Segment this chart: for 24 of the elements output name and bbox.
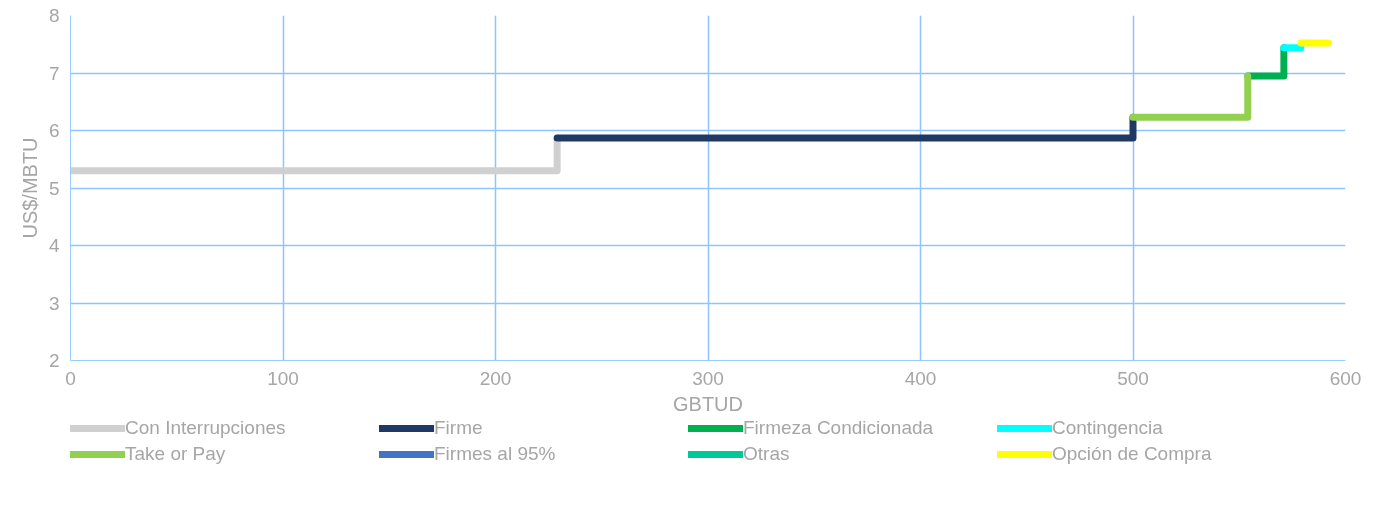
- legend-label: Take or Pay: [125, 443, 227, 465]
- legend-label: Otras: [743, 443, 791, 465]
- y-tick-label: 2: [48, 350, 60, 371]
- legend-label: Firme: [434, 417, 484, 439]
- y-tick-label: 3: [48, 292, 60, 314]
- y-tick-label: 8: [48, 5, 60, 26]
- x-tick-label: 600: [1329, 367, 1362, 389]
- y-tick-label: 5: [48, 177, 60, 199]
- x-axis-title: GBTUD: [673, 392, 743, 415]
- legend-label: Contingencia: [1052, 417, 1164, 439]
- x-tick-label: 200: [479, 367, 512, 389]
- x-tick-label: 400: [904, 367, 937, 389]
- y-tick-label: 7: [48, 62, 60, 84]
- x-tick-label: 500: [1117, 367, 1149, 389]
- y-axis-title: US$/MBTU: [18, 137, 41, 239]
- legend-label: Firmeza Condicionada: [743, 417, 935, 439]
- y-tick-label: 4: [48, 235, 60, 256]
- legend-label: Con Interrupciones: [125, 417, 287, 439]
- legend-label: Opción de Compra: [1052, 443, 1213, 465]
- y-tick-label: 6: [48, 120, 60, 141]
- x-tick-label: 0: [65, 367, 76, 389]
- x-tick-label: 300: [692, 367, 724, 389]
- x-tick-label: 100: [267, 367, 299, 389]
- legend-label: Firmes al 95%: [434, 443, 557, 465]
